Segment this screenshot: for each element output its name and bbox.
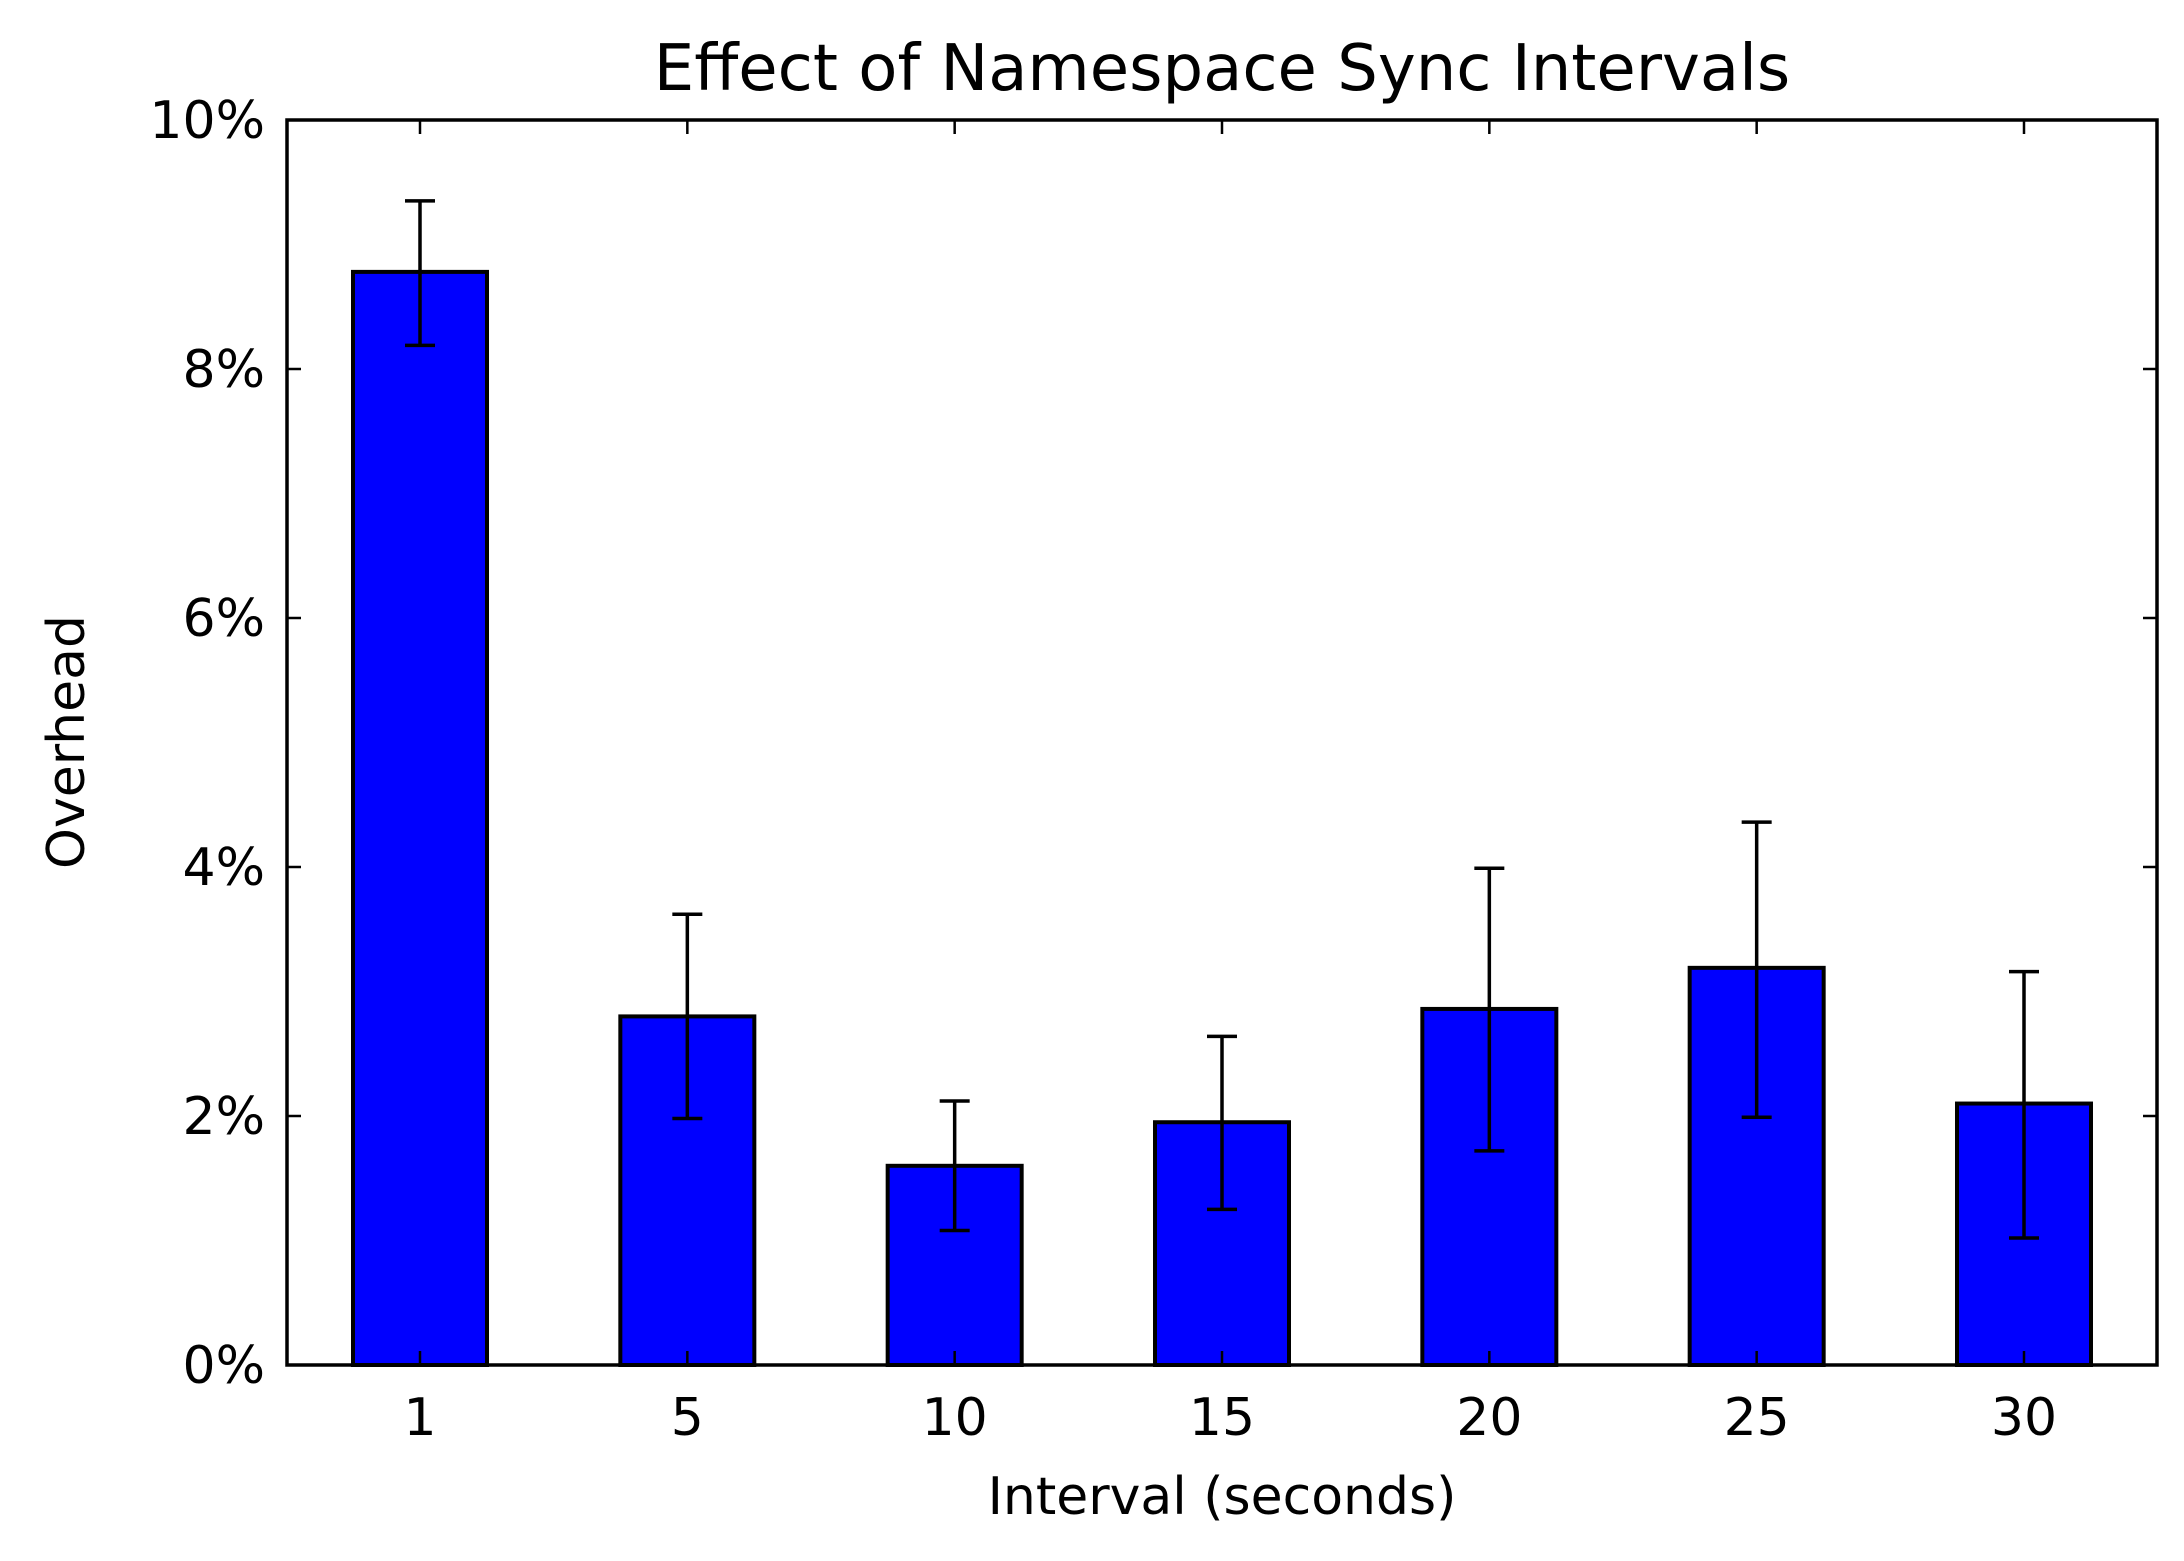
error-bar-15	[1207, 1034, 1237, 1212]
y-tick-label-0: 0%	[183, 1336, 266, 1396]
y-tick-label-4: 4%	[183, 838, 266, 898]
x-tick-label-15: 15	[1189, 1388, 1255, 1448]
chart-title: Effect of Namespace Sync Intervals	[654, 32, 1791, 106]
y-tick-label-8: 8%	[183, 340, 266, 400]
plot-frame	[285, 118, 2159, 1367]
bar-1	[351, 269, 489, 1367]
x-tick-label-1: 1	[403, 1388, 436, 1448]
error-bar-10	[939, 1099, 970, 1233]
x-tick-label-10: 10	[922, 1388, 988, 1448]
y-tick-label-10: 10%	[149, 91, 265, 151]
x-tick-label-20: 20	[1456, 1388, 1522, 1448]
tick-labels-layer: 1 5 10 15 20 25 300%2%4%6%8%10%	[149, 91, 2057, 1448]
y-tick-label-2: 2%	[183, 1087, 266, 1147]
x-axis-label: Interval (seconds)	[988, 1467, 1457, 1527]
error-bar-30	[2009, 969, 2039, 1240]
x-tick-label-30: 30	[1991, 1388, 2057, 1448]
errorbars-layer	[405, 199, 2039, 1240]
error-bar-5	[672, 912, 703, 1121]
x-tick-label-5: 5	[671, 1388, 704, 1448]
y-tick-label-6: 6%	[183, 589, 266, 649]
error-bar-20	[1474, 866, 1505, 1153]
error-bar-1	[405, 199, 435, 348]
y-axis-label: Overhead	[37, 615, 97, 869]
bar-15	[1153, 1120, 1291, 1367]
error-bar-25	[1741, 820, 1772, 1119]
x-tick-label-25: 25	[1724, 1388, 1790, 1448]
